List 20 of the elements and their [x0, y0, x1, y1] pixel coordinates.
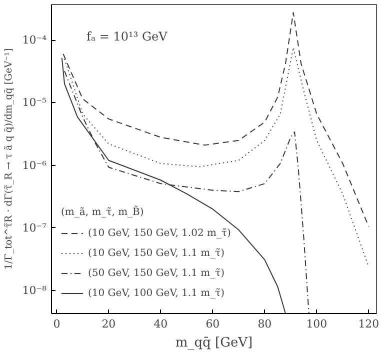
x-tick-label: 100 — [306, 318, 328, 330]
legend-title: (m_ã, m_τ̃, m_B̃) — [61, 207, 145, 218]
x-tick-label: 0 — [53, 318, 60, 330]
y-axis-title: 1/Γ_tot^τ̃R · dΓ(τ̃_R → τ ã q q̄)/dm_qq̄ [GeV⁻¹] — [3, 48, 14, 270]
x-tick-label: 40 — [154, 318, 168, 330]
x-tick-label: 120 — [358, 318, 380, 330]
x-tick-label: 80 — [258, 318, 272, 330]
annotation: fₐ = 10¹³ GeV — [86, 30, 168, 44]
x-tick-label: 60 — [206, 318, 220, 330]
legend-label: (10 GeV, 150 GeV, 1.02 m_τ̃) — [88, 226, 231, 240]
y-tick-label: 10⁻⁸ — [22, 284, 48, 298]
x-axis-title: m_qq̄ [GeV] — [175, 336, 253, 350]
y-tick-label: 10⁻⁵ — [22, 96, 47, 110]
y-tick-label: 10⁻⁷ — [22, 221, 48, 234]
y-tick-label: 10⁻⁶ — [22, 158, 48, 172]
x-tick-label: 20 — [102, 318, 116, 330]
legend-label: (10 GeV, 150 GeV, 1.1 m_τ̃) — [88, 246, 225, 260]
y-tick-label: 10⁻⁴ — [22, 34, 48, 47]
legend-label: (50 GeV, 150 GeV, 1.1 m_τ̃) — [88, 266, 225, 280]
legend-label: (10 GeV, 100 GeV, 1.1 m_τ̃) — [88, 286, 225, 300]
